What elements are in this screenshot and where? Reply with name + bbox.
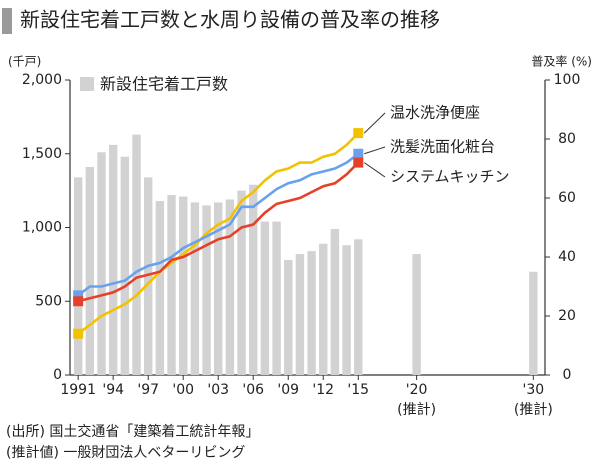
source-note: (出所) 国土交通省「建築着工統計年報」: [6, 423, 259, 440]
bar: [190, 202, 200, 375]
x-tick-label: '30: [522, 382, 544, 398]
y2-tick-label: 100: [554, 72, 581, 88]
y2-axis-label: 普及率 (%): [531, 54, 592, 69]
line-label: システムキッチン: [390, 168, 510, 186]
bar: [143, 177, 153, 375]
title-marker: [2, 8, 12, 34]
x-tick-label: '12: [312, 382, 334, 398]
x-tick-label: '97: [137, 382, 159, 398]
bar: [167, 195, 176, 375]
bar: [237, 190, 246, 375]
bar: [85, 167, 95, 375]
bar: [120, 156, 130, 375]
y2-tick-label: 20: [558, 308, 576, 324]
bar: [272, 221, 281, 375]
estimate-label: (推計): [397, 402, 436, 418]
x-tick-label: '06: [242, 382, 264, 398]
bar: [307, 251, 316, 375]
line: [77, 161, 360, 303]
leader-line: [363, 112, 386, 134]
bar: [249, 184, 258, 375]
line-marker: [353, 128, 364, 139]
y2-tick-label: 60: [558, 190, 576, 206]
legend-label: 新設住宅着工戸数: [100, 75, 228, 94]
y-tick-label: 2,000: [22, 72, 62, 88]
leader-line: [363, 162, 386, 178]
legend-swatch: [80, 77, 94, 91]
bar: [284, 259, 293, 375]
line-label: 洗髪洗面化粧台: [390, 138, 495, 156]
bar: [260, 221, 270, 375]
line-marker: [73, 328, 84, 339]
bar: [155, 200, 165, 375]
line-marker: [73, 290, 84, 301]
bar: [132, 134, 141, 375]
source-note: (推計値) 一般財団法人ベターリビング: [6, 445, 245, 461]
leader-line: [364, 146, 386, 155]
bar: [202, 205, 211, 375]
bar: [97, 152, 106, 375]
bar: [225, 199, 235, 375]
y-tick-label: 1,000: [22, 220, 62, 236]
bar: [108, 144, 118, 375]
x-tick-label: '00: [172, 382, 194, 398]
bar: [214, 202, 223, 375]
bar: [319, 243, 328, 375]
bar: [179, 196, 188, 375]
bar: [73, 177, 83, 375]
line: [77, 152, 360, 297]
x-tick-label: '20: [406, 382, 428, 398]
y2-tick-label: 0: [563, 367, 572, 383]
y2-tick-label: 80: [558, 131, 576, 147]
y-tick-label: 500: [35, 293, 62, 309]
line-label: 温水洗浄便座: [390, 104, 480, 122]
x-tick-label: '15: [347, 382, 369, 398]
bar: [330, 228, 340, 375]
y-tick-label: 1,500: [22, 146, 62, 162]
line-marker: [353, 148, 364, 159]
bar: [342, 245, 351, 375]
bar: [295, 254, 305, 375]
line: [77, 132, 360, 335]
y-tick-label: 0: [53, 367, 62, 383]
x-tick-label: '09: [277, 382, 299, 398]
bar: [412, 254, 421, 375]
x-tick-label: '03: [207, 382, 229, 398]
line-marker: [353, 157, 364, 168]
bar: [529, 271, 538, 375]
y-axis-label: (千戸): [8, 55, 41, 69]
line-marker: [73, 296, 84, 307]
x-tick-label: 1991: [60, 382, 96, 398]
estimate-label: (推計): [514, 402, 553, 418]
chart-title: 新設住宅着工戸数と水周り設備の普及率の推移: [20, 8, 440, 32]
y2-tick-label: 40: [558, 249, 576, 265]
x-tick-label: '94: [102, 382, 124, 398]
bar: [354, 239, 363, 375]
